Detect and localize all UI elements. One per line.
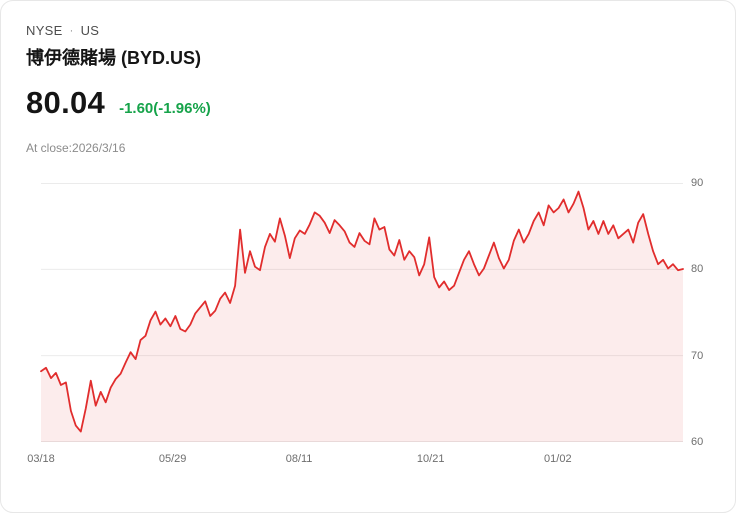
- y-axis-tick-label: 80: [691, 263, 704, 276]
- exchange-row: NYSE · US: [26, 23, 99, 38]
- price-chart[interactable]: [40, 183, 684, 442]
- separator-dot: ·: [69, 24, 74, 37]
- x-axis-tick-label: 01/02: [544, 453, 572, 465]
- price-chart-svg[interactable]: [40, 183, 684, 442]
- stock-title: 博伊德賭場 (BYD.US): [26, 48, 201, 68]
- x-axis-tick-label: 05/29: [158, 453, 187, 465]
- price-line: [40, 190, 684, 433]
- y-axis-tick-label: 60: [691, 436, 704, 448]
- as-of-label: At close:2026/3/16: [26, 141, 126, 155]
- price-value: 80.04: [26, 85, 106, 120]
- price-change: -1.60(-1.96%): [119, 100, 211, 117]
- x-axis-tick-label: 10/21: [416, 453, 445, 465]
- price-area-fill: [41, 191, 683, 442]
- region-label: US: [80, 23, 100, 38]
- x-axis-labels: 03/18 05/29 08/11 10/21 01/02: [27, 453, 683, 469]
- exchange-label: NYSE: [26, 23, 63, 38]
- y-axis-labels: 90 80 70 60: [691, 177, 721, 448]
- y-axis-tick-label: 70: [691, 349, 704, 362]
- x-axis-tick-label: 03/18: [27, 453, 55, 465]
- y-axis-tick-label: 90: [691, 177, 704, 189]
- price-row: 80.04 -1.60(-1.96%): [26, 85, 211, 121]
- x-axis-tick-label: 08/11: [285, 453, 313, 465]
